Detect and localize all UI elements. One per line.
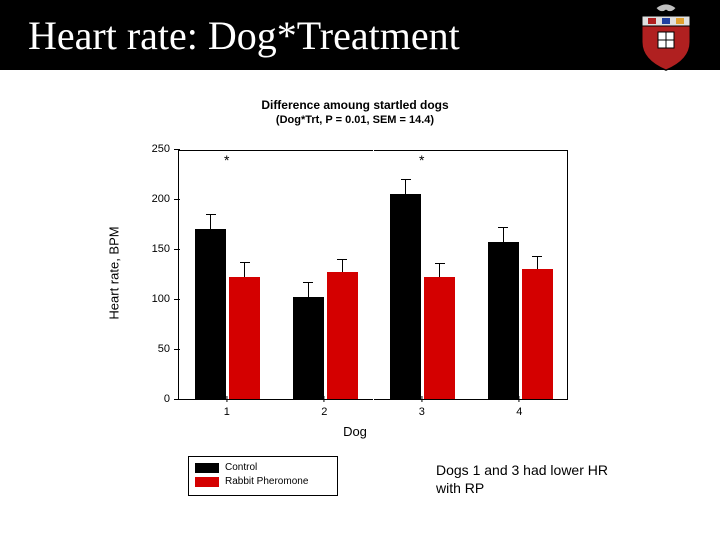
x-tick: 2 bbox=[321, 406, 327, 418]
slide-title: Heart rate: Dog*Treatment bbox=[28, 12, 460, 59]
legend-swatch bbox=[195, 477, 219, 487]
y-axis-label: Heart rate, BPM bbox=[107, 226, 122, 319]
bar bbox=[424, 277, 455, 399]
y-tick: 150 bbox=[130, 243, 170, 255]
y-tick: 50 bbox=[130, 343, 170, 355]
bar bbox=[488, 242, 519, 399]
legend-label: Rabbit Pheromone bbox=[225, 475, 308, 489]
significance-marker: * bbox=[419, 152, 424, 168]
bars-layer bbox=[179, 151, 567, 399]
error-cap bbox=[303, 282, 313, 283]
error-bar bbox=[439, 264, 440, 277]
y-tick: 200 bbox=[130, 193, 170, 205]
bar bbox=[327, 272, 358, 399]
error-cap bbox=[532, 256, 542, 257]
bar bbox=[195, 229, 226, 399]
legend-label: Control bbox=[225, 461, 257, 475]
error-bar bbox=[244, 263, 245, 277]
bar bbox=[390, 194, 421, 399]
error-bar bbox=[537, 257, 538, 269]
error-cap bbox=[435, 263, 445, 264]
error-bar bbox=[308, 283, 309, 297]
x-tick: 4 bbox=[516, 406, 522, 418]
x-tick: 3 bbox=[419, 406, 425, 418]
error-cap bbox=[401, 179, 411, 180]
bar bbox=[229, 277, 260, 399]
error-bar bbox=[342, 260, 343, 272]
x-tick: 1 bbox=[224, 406, 230, 418]
x-axis-label: Dog bbox=[120, 424, 590, 439]
slide-header: Heart rate: Dog*Treatment bbox=[0, 0, 720, 70]
y-tick: 0 bbox=[130, 393, 170, 405]
chart-title: Difference amoung startled dogs bbox=[120, 98, 590, 112]
error-bar bbox=[503, 228, 504, 242]
legend: Control Rabbit Pheromone bbox=[188, 456, 338, 496]
error-cap bbox=[240, 262, 250, 263]
y-tick: 250 bbox=[130, 143, 170, 155]
y-tick: 100 bbox=[130, 293, 170, 305]
plot-area bbox=[178, 150, 568, 400]
error-bar bbox=[210, 215, 211, 229]
error-bar bbox=[405, 180, 406, 194]
legend-item: Rabbit Pheromone bbox=[195, 475, 331, 489]
crest-logo bbox=[636, 2, 696, 72]
error-cap bbox=[337, 259, 347, 260]
legend-item: Control bbox=[195, 461, 331, 475]
error-cap bbox=[206, 214, 216, 215]
significance-marker: * bbox=[224, 152, 229, 168]
caption: Dogs 1 and 3 had lower HR with RP bbox=[436, 462, 616, 497]
bar bbox=[522, 269, 553, 399]
chart-subtitle: (Dog*Trt, P = 0.01, SEM = 14.4) bbox=[120, 114, 590, 126]
error-cap bbox=[498, 227, 508, 228]
legend-swatch bbox=[195, 463, 219, 473]
bar bbox=[293, 297, 324, 399]
chart: Difference amoung startled dogs (Dog*Trt… bbox=[120, 98, 590, 458]
